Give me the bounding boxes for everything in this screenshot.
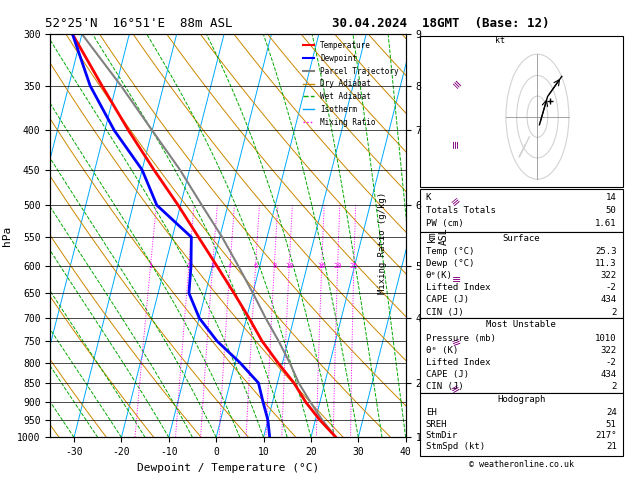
Text: Surface: Surface [503,234,540,243]
FancyBboxPatch shape [420,318,623,393]
Text: 24: 24 [606,408,616,417]
Text: ≡: ≡ [449,194,463,208]
X-axis label: Dewpoint / Temperature (°C): Dewpoint / Temperature (°C) [137,463,319,473]
Text: Most Unstable: Most Unstable [486,320,556,330]
Text: ≡: ≡ [451,138,461,148]
Text: SREH: SREH [426,419,447,429]
Text: 30.04.2024  18GMT  (Base: 12): 30.04.2024 18GMT (Base: 12) [331,17,549,30]
Text: Dewp (°C): Dewp (°C) [426,259,474,268]
Text: 1: 1 [148,263,153,269]
Text: 20: 20 [333,263,342,269]
Text: 1.61: 1.61 [595,219,616,228]
Legend: Temperature, Dewpoint, Parcel Trajectory, Dry Adiabat, Wet Adiabat, Isotherm, Mi: Temperature, Dewpoint, Parcel Trajectory… [299,38,402,130]
Text: StmDir: StmDir [426,431,458,440]
Text: 1010: 1010 [595,334,616,343]
Text: 51: 51 [606,419,616,429]
Text: 11.3: 11.3 [595,259,616,268]
Text: ≡: ≡ [450,336,462,349]
Text: Totals Totals: Totals Totals [426,206,496,215]
Text: θᵉ(K): θᵉ(K) [426,271,453,280]
Text: -2: -2 [606,358,616,367]
Text: 52°25'N  16°51'E  88m ASL: 52°25'N 16°51'E 88m ASL [45,17,232,30]
Text: 10: 10 [285,263,294,269]
Text: 434: 434 [601,295,616,304]
Text: θᵉ (K): θᵉ (K) [426,346,458,355]
FancyBboxPatch shape [420,232,623,318]
Text: CAPE (J): CAPE (J) [426,370,469,379]
Text: Hodograph: Hodograph [497,395,545,404]
Text: 322: 322 [601,271,616,280]
Text: ≡: ≡ [449,76,463,89]
Text: 16: 16 [318,263,326,269]
Text: 14: 14 [606,192,616,202]
FancyBboxPatch shape [420,36,623,187]
Y-axis label: hPa: hPa [1,226,11,246]
Text: Lifted Index: Lifted Index [426,358,490,367]
Text: 217°: 217° [595,431,616,440]
Text: 50: 50 [606,206,616,215]
Text: CAPE (J): CAPE (J) [426,295,469,304]
Text: 2: 2 [187,263,191,269]
Text: 4: 4 [228,263,232,269]
Text: CIN (J): CIN (J) [426,308,464,316]
Text: Mixing Ratio (g/kg): Mixing Ratio (g/kg) [378,192,387,294]
Text: StmSpd (kt): StmSpd (kt) [426,442,485,451]
Text: kt: kt [495,36,505,45]
Text: 434: 434 [601,370,616,379]
FancyBboxPatch shape [420,190,623,232]
Text: K: K [426,192,431,202]
Text: -2: -2 [606,283,616,292]
Text: 25.3: 25.3 [595,247,616,256]
Text: Lifted Index: Lifted Index [426,283,490,292]
Text: ≡: ≡ [450,382,463,396]
Text: CIN (J): CIN (J) [426,382,464,391]
Text: ≡: ≡ [452,275,461,285]
FancyBboxPatch shape [420,393,623,455]
Text: 25: 25 [350,263,358,269]
Text: 2: 2 [611,308,616,316]
Text: 322: 322 [601,346,616,355]
Text: Temp (°C): Temp (°C) [426,247,474,256]
Y-axis label: km
ASL: km ASL [427,227,448,244]
Text: EH: EH [426,408,437,417]
Text: 6: 6 [253,263,258,269]
Text: 8: 8 [272,263,276,269]
Text: PW (cm): PW (cm) [426,219,464,228]
Text: © weatheronline.co.uk: © weatheronline.co.uk [469,460,574,469]
Text: 3: 3 [211,263,214,269]
Text: Pressure (mb): Pressure (mb) [426,334,496,343]
Text: 2: 2 [611,382,616,391]
Text: 21: 21 [606,442,616,451]
